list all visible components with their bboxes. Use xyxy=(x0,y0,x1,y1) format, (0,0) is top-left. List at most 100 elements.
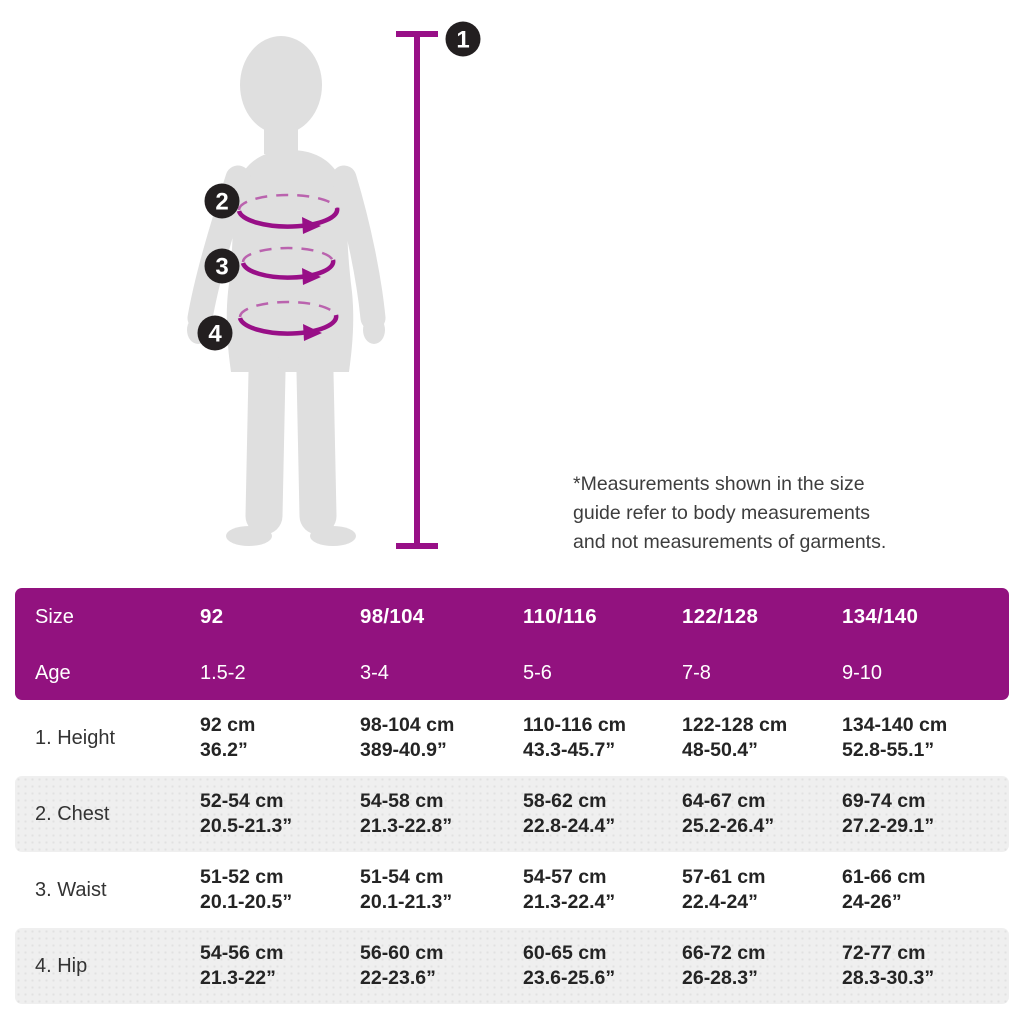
waist-measure-band xyxy=(240,246,336,285)
cm-value: 69-74 cm xyxy=(842,789,926,812)
inch-value: 22-23.6” xyxy=(360,967,436,989)
inch-value: 28.3-30.3” xyxy=(842,967,935,989)
table-cell: 134-140 cm 52.8-55.1” xyxy=(842,713,1009,764)
table-cell: 57-61 cm 22.4-24” xyxy=(682,865,842,916)
badge-number: 1 xyxy=(456,27,469,54)
table-cell: 54-58 cm 21.3-22.8” xyxy=(360,789,523,840)
cm-value: 54-58 cm xyxy=(360,789,444,812)
table-cell: 64-67 cm 25.2-26.4” xyxy=(682,789,842,840)
table-row-hip: 4. Hip 54-56 cm 21.3-22” 56-60 cm 22-23.… xyxy=(15,928,1009,1004)
table-cell: 51-54 cm 20.1-21.3” xyxy=(360,865,523,916)
measurement-diagram: 1 2 3 4 xyxy=(187,21,481,549)
table-cell: 122-128 cm 48-50.4” xyxy=(682,713,842,764)
size-col-2: 110/116 xyxy=(523,605,597,628)
hip-arrow-icon xyxy=(303,324,322,341)
table-cell: 66-72 cm 26-28.3” xyxy=(682,941,842,992)
badge-height: 1 xyxy=(445,21,481,57)
cm-value: 56-60 cm xyxy=(360,941,444,964)
table-cell: 52-54 cm 20.5-21.3” xyxy=(200,789,360,840)
cm-value: 66-72 cm xyxy=(682,941,766,964)
badge-number: 4 xyxy=(208,321,222,348)
height-measure-line xyxy=(396,31,438,549)
cm-value: 72-77 cm xyxy=(842,941,926,964)
row-label: 1. Height xyxy=(35,726,116,749)
age-col-1: 3-4 xyxy=(360,661,389,684)
table-cell: 110-116 cm 43.3-45.7” xyxy=(523,713,682,764)
cm-value: 98-104 cm xyxy=(360,713,455,736)
cm-value: 58-62 cm xyxy=(523,789,607,812)
child-silhouette xyxy=(187,36,386,546)
table-cell: 98-104 cm 389-40.9” xyxy=(360,713,523,764)
row-label: 3. Waist xyxy=(35,878,107,901)
hip-measure-band xyxy=(237,300,339,341)
badge-hip: 4 xyxy=(197,315,233,351)
table-cell: 54-56 cm 21.3-22” xyxy=(200,941,360,992)
cm-value: 60-65 cm xyxy=(523,941,607,964)
table-header: Size 92 98/104 110/116 122/128 134/140 A… xyxy=(15,588,1009,700)
age-col-0: 1.5-2 xyxy=(200,661,246,684)
inch-value: 52.8-55.1” xyxy=(842,739,935,761)
cm-value: 134-140 cm xyxy=(842,713,948,736)
cm-value: 52-54 cm xyxy=(200,789,284,812)
age-col-3: 7-8 xyxy=(682,661,711,684)
badge-group: 1 2 3 4 xyxy=(197,21,481,351)
inch-value: 20.5-21.3” xyxy=(200,815,293,837)
table-cell: 51-52 cm 20.1-20.5” xyxy=(200,865,360,916)
inch-value: 20.1-20.5” xyxy=(200,891,293,913)
size-col-1: 98/104 xyxy=(360,605,425,628)
table-cell: 61-66 cm 24-26” xyxy=(842,865,1009,916)
size-col-3: 122/128 xyxy=(682,605,759,628)
badge-number: 2 xyxy=(215,189,228,216)
waist-arrow-icon xyxy=(302,268,321,285)
cm-value: 122-128 cm xyxy=(682,713,788,736)
inch-value: 27.2-29.1” xyxy=(842,815,935,837)
inch-value: 389-40.9” xyxy=(360,739,447,761)
inch-value: 24-26” xyxy=(842,891,902,913)
cm-value: 92 cm xyxy=(200,713,256,736)
size-row-label: Size xyxy=(35,605,74,628)
inch-value: 25.2-26.4” xyxy=(682,815,775,837)
inch-value: 20.1-21.3” xyxy=(360,891,453,913)
table-cell: 92 cm 36.2” xyxy=(200,713,360,764)
inch-value: 26-28.3” xyxy=(682,967,758,989)
inch-value: 22.8-24.4” xyxy=(523,815,616,837)
table-row-height: 1. Height 92 cm 36.2” 98-104 cm 389-40.9… xyxy=(15,700,1009,776)
age-row-label: Age xyxy=(35,661,71,684)
table-row-chest: 2. Chest 52-54 cm 20.5-21.3” 54-58 cm 21… xyxy=(15,776,1009,852)
row-label: 4. Hip xyxy=(35,954,88,977)
size-guide-table: Size 92 98/104 110/116 122/128 134/140 A… xyxy=(15,588,1009,1004)
badge-chest: 2 xyxy=(204,183,240,219)
badge-waist: 3 xyxy=(204,248,240,284)
chest-measure-band xyxy=(236,193,340,234)
measurement-note: *Measurements shown in the size guide re… xyxy=(573,473,887,553)
inch-value: 21.3-22.8” xyxy=(360,815,453,837)
cm-value: 54-56 cm xyxy=(200,941,284,964)
inch-value: 36.2” xyxy=(200,739,248,761)
cm-value: 64-67 cm xyxy=(682,789,766,812)
size-col-4: 134/140 xyxy=(842,605,919,628)
table-cell: 60-65 cm 23.6-25.6” xyxy=(523,941,682,992)
cm-value: 54-57 cm xyxy=(523,865,607,888)
inch-value: 22.4-24” xyxy=(682,891,758,913)
table-cell: 54-57 cm 21.3-22.4” xyxy=(523,865,682,916)
inch-value: 23.6-25.6” xyxy=(523,967,616,989)
inch-value: 43.3-45.7” xyxy=(523,739,616,761)
inch-value: 21.3-22” xyxy=(200,967,276,989)
row-label: 2. Chest xyxy=(35,802,110,825)
chest-arrow-icon xyxy=(302,217,321,234)
inch-value: 21.3-22.4” xyxy=(523,891,616,913)
cm-value: 57-61 cm xyxy=(682,865,766,888)
age-col-4: 9-10 xyxy=(842,661,883,684)
cm-value: 51-52 cm xyxy=(200,865,284,888)
cm-value: 61-66 cm xyxy=(842,865,926,888)
age-col-2: 5-6 xyxy=(523,661,552,684)
table-cell: 72-77 cm 28.3-30.3” xyxy=(842,941,1009,992)
badge-number: 3 xyxy=(215,254,228,281)
table-cell: 58-62 cm 22.8-24.4” xyxy=(523,789,682,840)
cm-value: 110-116 cm xyxy=(523,713,627,736)
cm-value: 51-54 cm xyxy=(360,865,444,888)
table-row-waist: 3. Waist 51-52 cm 20.1-20.5” 51-54 cm 20… xyxy=(15,852,1009,928)
table-cell: 56-60 cm 22-23.6” xyxy=(360,941,523,992)
inch-value: 48-50.4” xyxy=(682,739,758,761)
table-cell: 69-74 cm 27.2-29.1” xyxy=(842,789,1009,840)
